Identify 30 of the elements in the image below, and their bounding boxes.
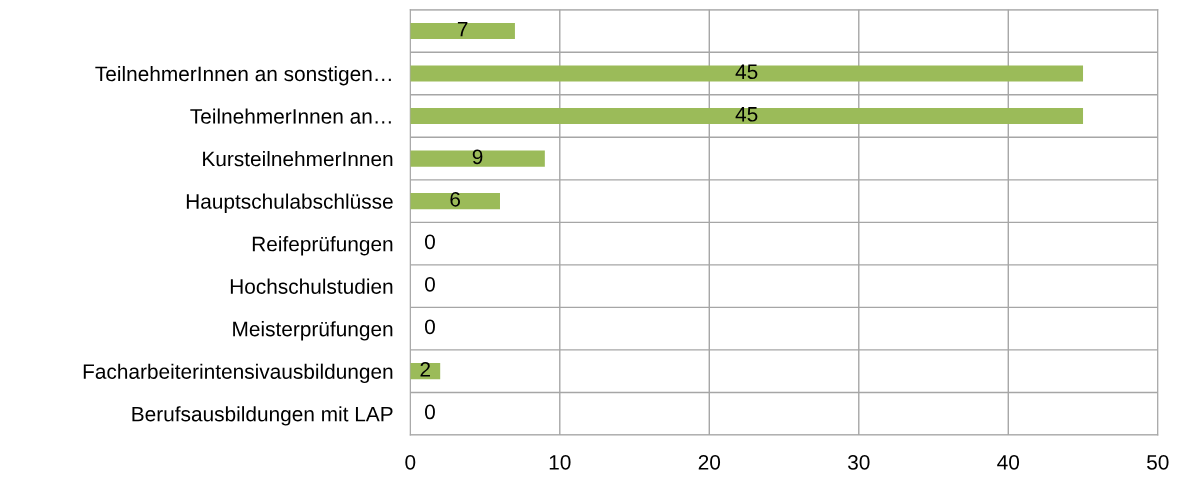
y-tick-label: TeilnehmerInnen an sonstigen… [95,65,391,86]
y-tick-label: Meisterprüfungen [233,321,393,341]
y-tick-label: Facharbeiterintensivausbildungen [83,363,393,384]
data-label: 0 [424,276,435,292]
data-label: 6 [450,191,461,207]
bar [410,65,1084,82]
x-tick-label: 0 [405,454,416,470]
y-tick-label: KursteilnehmerInnen [203,151,393,167]
x-tick-label: 20 [698,454,721,470]
y-tick-label: Hochschulstudien [230,278,393,294]
bar [410,107,1084,125]
x-tick-label: 30 [847,454,870,470]
y-tick-label: Berufsausbildungen mit LAP [132,406,393,426]
data-label: 0 [424,319,435,335]
y-tick-label: Reifeprüfungen [252,236,393,256]
y-tick-label: Hauptschulabschlüsse [186,193,393,213]
data-label: 45 [735,64,758,80]
bar [410,193,500,210]
y-tick-label: TeilnehmerInnen an… [190,108,391,124]
x-tick-label: 40 [997,454,1020,470]
bar [410,22,515,40]
bar [410,150,545,167]
data-label: 9 [472,149,483,165]
data-label: 0 [424,234,435,250]
data-label: 2 [420,362,430,377]
data-label: 7 [457,22,468,37]
x-tick-label: 50 [1147,454,1169,470]
data-label: 0 [424,404,435,420]
x-tick-label: 10 [549,454,571,470]
data-label: 45 [735,107,758,122]
